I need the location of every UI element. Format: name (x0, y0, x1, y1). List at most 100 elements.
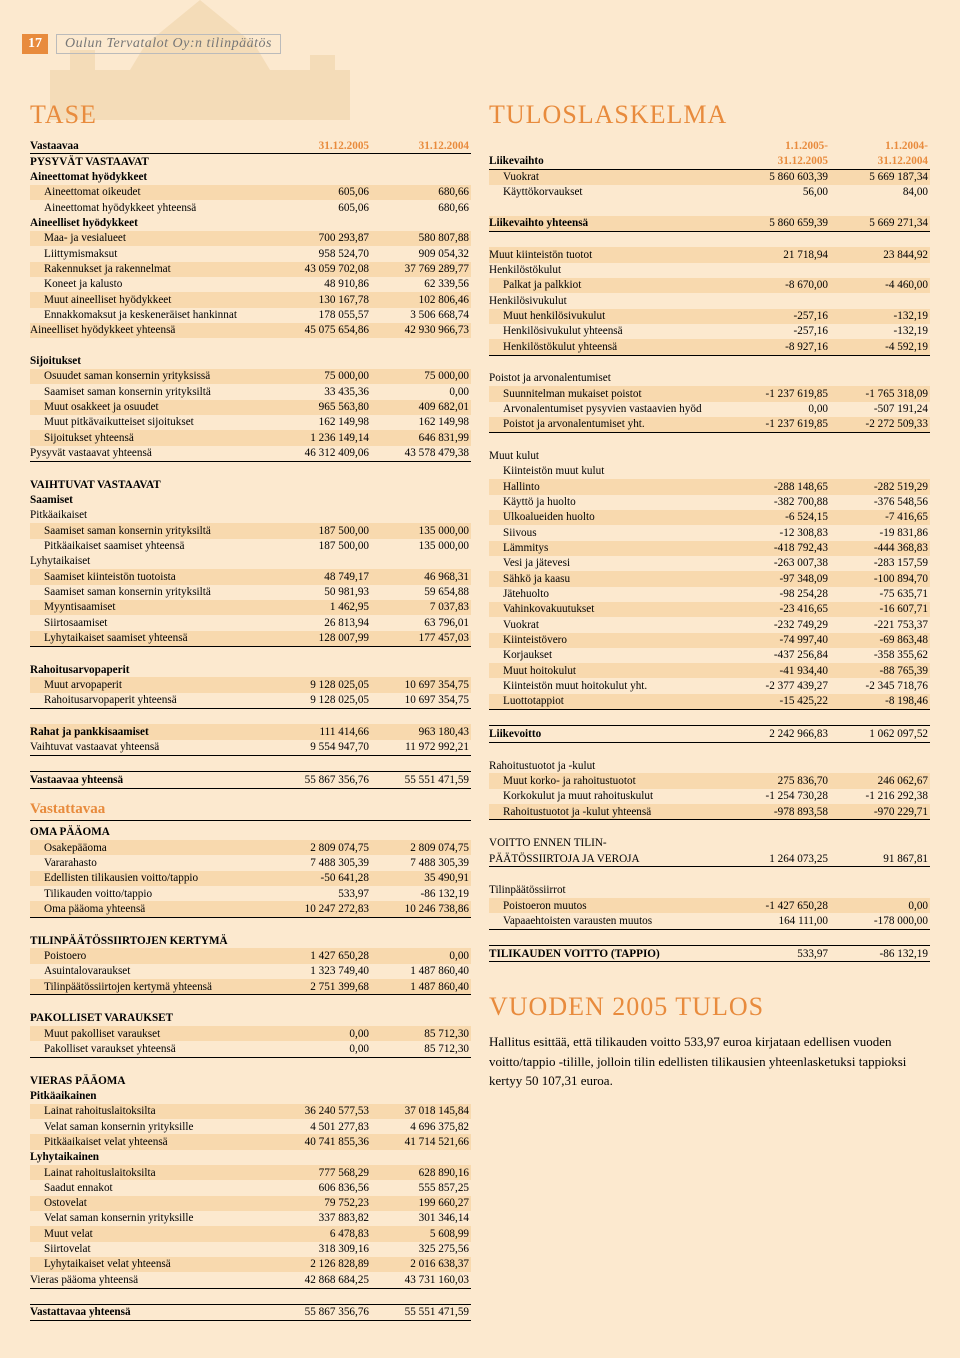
table-row: Lainat rahoituslaitoksilta777 568,29628 … (30, 1165, 471, 1180)
table-row: TILINPÄÄTÖSSIIRTOJEN KERTYMÄ (30, 933, 471, 948)
table-row: Siirtovelat318 309,16325 275,56 (30, 1242, 471, 1257)
table-row: Sähkö ja kaasu-97 348,09-100 894,70 (489, 571, 930, 586)
table-row: VOITTO ENNEN TILIN- (489, 836, 930, 851)
table-row (30, 646, 471, 662)
table-row: Vaihtuvat vastaavat yhteensä9 554 947,70… (30, 740, 471, 756)
table-row: Saamiset saman konsernin yrityksiltä187 … (30, 523, 471, 538)
col-2005: 31.12.2005 (271, 138, 371, 154)
table-row: Maa- ja vesialueet700 293,87580 807,88 (30, 231, 471, 246)
table-row: Rahoitustuotot ja -kulut yhteensä-978 89… (489, 804, 930, 820)
table-row: Liittymismaksut958 524,70909 054,32 (30, 246, 471, 261)
table-row: Myyntisaamiset1 462,957 037,83 (30, 600, 471, 615)
table-row: Hallinto-288 148,65-282 519,29 (489, 479, 930, 494)
page-header: 17 Oulun Tervatalot Oy:n tilinpäätös (22, 34, 281, 54)
table-row: Vahinkovakuutukset-23 416,65-16 607,71 (489, 602, 930, 617)
table-row (489, 867, 930, 883)
table-row: Rahat ja pankkisaamiset111 414,66963 180… (30, 724, 471, 739)
table-row: PAKOLLISET VARAUKSET (30, 1011, 471, 1026)
table-row: Oma pääoma yhteensä10 247 272,8310 246 7… (30, 901, 471, 917)
table-row: Muut pakolliset varaukset0,0085 712,30 (30, 1026, 471, 1041)
vastaavaa-heading: Vastaavaa (30, 138, 271, 154)
table-row (30, 461, 471, 477)
table-row: TILIKAUDEN VOITTO (TAPPIO)533,97-86 132,… (489, 946, 930, 962)
table-row: PYSYVÄT VASTAAVAT (30, 154, 471, 170)
table-row (489, 742, 930, 758)
table-row: Muut pitkävaikutteiset sijoitukset162 14… (30, 415, 471, 430)
table-row: Aineelliset hyödykkeet (30, 216, 471, 231)
table-row: Saadut ennakot606 836,56555 857,25 (30, 1180, 471, 1195)
table-row: Kiinteistövero-74 997,40-69 863,48 (489, 633, 930, 648)
table-row: Lyhytaikaiset saamiset yhteensä128 007,9… (30, 631, 471, 647)
table-row: Kiinteistön muut hoitokulut yht.-2 377 4… (489, 678, 930, 693)
table-row: Pitkäaikaiset velat yhteensä40 741 855,3… (30, 1134, 471, 1149)
table-row: Lyhytaikaiset velat yhteensä2 126 828,89… (30, 1257, 471, 1272)
table-row: Pitkäaikaiset (30, 508, 471, 523)
table-row: Edellisten tilikausien voitto/tappio-50 … (30, 871, 471, 886)
table-row: Sijoitukset (30, 354, 471, 369)
liikevaihto-heading: Liikevaihto (489, 138, 730, 169)
table-row: Velat saman konsernin yrityksille337 883… (30, 1211, 471, 1226)
table-row: OMA PÄÄOMA (30, 825, 471, 840)
table-row: Osuudet saman konsernin yrityksissä75 00… (30, 369, 471, 384)
table-row: Aineettomat hyödykkeet (30, 170, 471, 185)
table-row: Sijoitukset yhteensä1 236 149,14646 831,… (30, 430, 471, 445)
table-row (489, 710, 930, 726)
tase-title: TASE (30, 100, 471, 130)
table-row: Muut osakkeet ja osuudet965 563,80409 68… (30, 400, 471, 415)
table-row: Vuokrat5 860 603,395 669 187,34 (489, 169, 930, 185)
table-row: Pitkäaikaiset saamiset yhteensä187 500,0… (30, 539, 471, 554)
table-row: Henkilöstökulut (489, 263, 930, 278)
income-statement-column: TULOSLASKELMA Liikevaihto 1.1.2005- 1.1.… (489, 100, 930, 1321)
table-row (30, 1288, 471, 1304)
table-row: Arvonalentumiset pysyvien vastaavien hyö… (489, 402, 930, 417)
table-row (30, 917, 471, 933)
table-row: PÄÄTÖSSIIRTOJA JA VEROJA1 264 073,2591 8… (489, 851, 930, 867)
table-row (489, 231, 930, 247)
table-row: Asuintalovaraukset1 323 749,401 487 860,… (30, 964, 471, 979)
table-row: Vararahasto7 488 305,397 488 305,39 (30, 855, 471, 870)
balance-sheet-column: TASE Vastaavaa 31.12.2005 31.12.2004 PYS… (30, 100, 471, 1321)
result-summary: VUODEN 2005 TULOS Hallitus esittää, että… (489, 992, 930, 1091)
table-row: Vieras pääoma yhteensä42 868 684,2543 73… (30, 1272, 471, 1288)
tuloslaskelma-title: TULOSLASKELMA (489, 100, 930, 130)
table-row (489, 200, 930, 215)
table-row: Palkat ja palkkiot-8 670,00-4 460,00 (489, 278, 930, 293)
table-row: Muut henkilösivukulut-257,16-132,19 (489, 309, 930, 324)
table-row: Poistoeron muutos-1 427 650,280,00 (489, 898, 930, 913)
table-row: Siivous-12 308,83-19 831,86 (489, 525, 930, 540)
table-row: Luottotappiot-15 425,22-8 198,46 (489, 694, 930, 710)
table-row: Pakolliset varaukset yhteensä0,0085 712,… (30, 1041, 471, 1057)
table-row: Muut korko- ja rahoitustuotot275 836,702… (489, 773, 930, 788)
table-row: Korjaukset-437 256,84-358 355,62 (489, 648, 930, 663)
vastattavaa-heading: Vastattavaa (30, 801, 471, 821)
table-row: Aineettomat oikeudet605,06680,66 (30, 185, 471, 200)
table-row: Aineelliset hyödykkeet yhteensä45 075 65… (30, 323, 471, 338)
table-row: Henkilösivukulut yhteensä-257,16-132,19 (489, 324, 930, 339)
table-row: Liikevoitto2 242 966,831 062 097,52 (489, 726, 930, 742)
table-row: Rakennukset ja rakennelmat43 059 702,083… (30, 262, 471, 277)
table-row: Velat saman konsernin yrityksille4 501 2… (30, 1119, 471, 1134)
table-row: Liikevaihto yhteensä5 860 659,395 669 27… (489, 216, 930, 232)
table-row: Muut kulut (489, 449, 930, 464)
table-row (30, 1057, 471, 1073)
table-row: Ulkoalueiden huolto-6 524,15-7 416,65 (489, 510, 930, 525)
table-row: Kiinteistön muut kulut (489, 464, 930, 479)
table-row: Muut kiinteistön tuotot21 718,9423 844,9… (489, 247, 930, 262)
table-row: Siirtosaamiset26 813,9463 796,01 (30, 615, 471, 630)
table-row (30, 756, 471, 772)
table-row: Saamiset kiinteistön tuotoista48 749,174… (30, 569, 471, 584)
table-row: VIERAS PÄÄOMA (30, 1073, 471, 1088)
table-row (489, 355, 930, 371)
table-row (489, 929, 930, 945)
result-title: VUODEN 2005 TULOS (489, 992, 930, 1022)
table-row: Poistot ja arvonalentumiset (489, 371, 930, 386)
tuloslaskelma-table: Liikevaihto 1.1.2005- 1.1.2004- 31.12.20… (489, 138, 930, 962)
table-row: Korkokulut ja muut rahoituskulut-1 254 7… (489, 789, 930, 804)
table-row: Vapaaehtoisten varausten muutos164 111,0… (489, 913, 930, 929)
table-row: Rahoitustuotot ja -kulut (489, 758, 930, 773)
table-row (30, 709, 471, 725)
table-row (30, 995, 471, 1011)
table-row: Käyttö ja huolto-382 700,88-376 548,56 (489, 495, 930, 510)
table-row: VAIHTUVAT VASTAAVAT (30, 477, 471, 492)
table-row: Lyhytaikainen (30, 1150, 471, 1165)
